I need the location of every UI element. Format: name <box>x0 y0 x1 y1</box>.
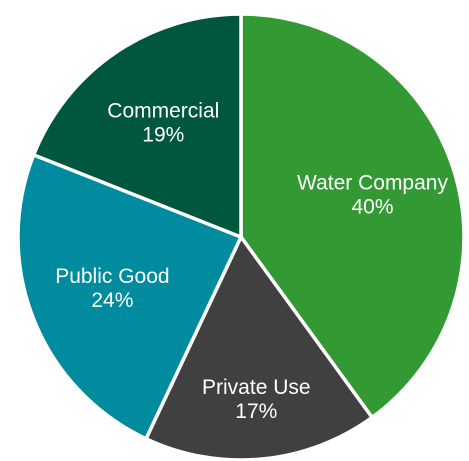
slice-value-private-use: 17% <box>235 400 277 423</box>
slice-label-water-company: Water Company <box>297 171 448 194</box>
slice-value-public-good: 24% <box>91 289 133 312</box>
slice-label-public-good: Public Good <box>55 265 169 288</box>
slice-value-commercial: 19% <box>142 124 184 147</box>
pie-slice-commercial <box>31 12 243 239</box>
slice-value-water-company: 40% <box>351 195 393 218</box>
pie-slice-public-good <box>16 153 243 441</box>
pie-slice-private-use <box>144 235 374 461</box>
pie-slice-water-company <box>239 12 466 420</box>
slice-label-private-use: Private Use <box>202 376 311 399</box>
pie-slices <box>16 12 466 461</box>
slice-label-commercial: Commercial <box>107 100 219 123</box>
